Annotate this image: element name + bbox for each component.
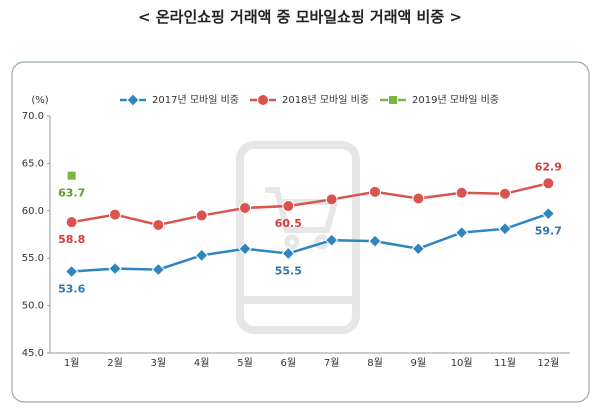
- legend-label: 2019년 모바일 비중: [412, 94, 499, 106]
- legend-label: 2017년 모바일 비중: [152, 94, 239, 106]
- data-point: [498, 222, 512, 236]
- y-tick-label: 55.0: [22, 253, 44, 264]
- x-tick-label: 8월: [367, 357, 383, 369]
- data-point: [64, 264, 79, 279]
- data-label: 59.7: [535, 225, 562, 238]
- data-point: [108, 261, 122, 276]
- data-label: 63.7: [58, 187, 85, 200]
- chart-frame: [11, 61, 590, 403]
- data-point: [66, 170, 77, 181]
- x-tick-label: 11월: [494, 357, 516, 369]
- data-point: [325, 193, 338, 206]
- legend-marker: [257, 94, 269, 106]
- data-point: [411, 242, 426, 256]
- series-line: [71, 182, 549, 227]
- data-label: 55.5: [275, 264, 302, 277]
- data-point: [152, 219, 165, 232]
- data-point: [151, 262, 166, 277]
- data-point: [281, 246, 296, 261]
- data-label: 58.8: [58, 233, 85, 246]
- data-point: [412, 192, 425, 205]
- y-tick-label: 45.0: [22, 348, 44, 359]
- data-point: [65, 216, 78, 229]
- data-label: 53.6: [58, 282, 85, 295]
- x-tick-label: 9월: [411, 357, 427, 369]
- x-tick-label: 12월: [537, 357, 559, 369]
- x-tick-label: 2월: [107, 357, 123, 369]
- y-tick-label: 60.0: [22, 206, 44, 217]
- y-tick-label: 50.0: [22, 301, 44, 312]
- series-line: [71, 212, 549, 273]
- data-point: [499, 187, 511, 200]
- data-label: 60.5: [275, 217, 302, 230]
- data-point: [455, 186, 468, 199]
- legend-marker: [126, 93, 140, 107]
- data-point: [239, 201, 251, 214]
- x-tick-label: 5월: [237, 357, 253, 369]
- y-tick-label: 70.0: [22, 111, 44, 122]
- data-point: [324, 233, 339, 247]
- data-point: [368, 234, 382, 248]
- chart-title: < 온라인쇼핑 거래액 중 모바일쇼핑 거래액 비중 >: [138, 8, 462, 26]
- legend-marker: [388, 95, 398, 105]
- x-tick-label: 3월: [151, 357, 167, 369]
- data-point: [454, 225, 469, 240]
- data-point: [109, 208, 121, 221]
- data-label: 62.9: [535, 160, 562, 173]
- legend-label: 2018년 모바일 비중: [282, 94, 369, 106]
- background-phone-icon: [236, 141, 360, 334]
- y-tick-label: 65.0: [22, 158, 44, 169]
- y-unit: (%): [31, 95, 48, 106]
- x-tick-label: 6월: [281, 357, 297, 369]
- data-point: [238, 242, 252, 256]
- x-tick-label: 1월: [64, 357, 80, 369]
- data-point: [194, 248, 209, 263]
- x-tick-label: 4월: [194, 357, 210, 369]
- x-tick-label: 7월: [324, 357, 340, 369]
- x-tick-label: 10월: [451, 357, 473, 369]
- data-point: [369, 185, 381, 198]
- data-point: [541, 206, 556, 221]
- data-point: [282, 200, 295, 213]
- data-point: [195, 209, 208, 222]
- data-point: [542, 177, 555, 190]
